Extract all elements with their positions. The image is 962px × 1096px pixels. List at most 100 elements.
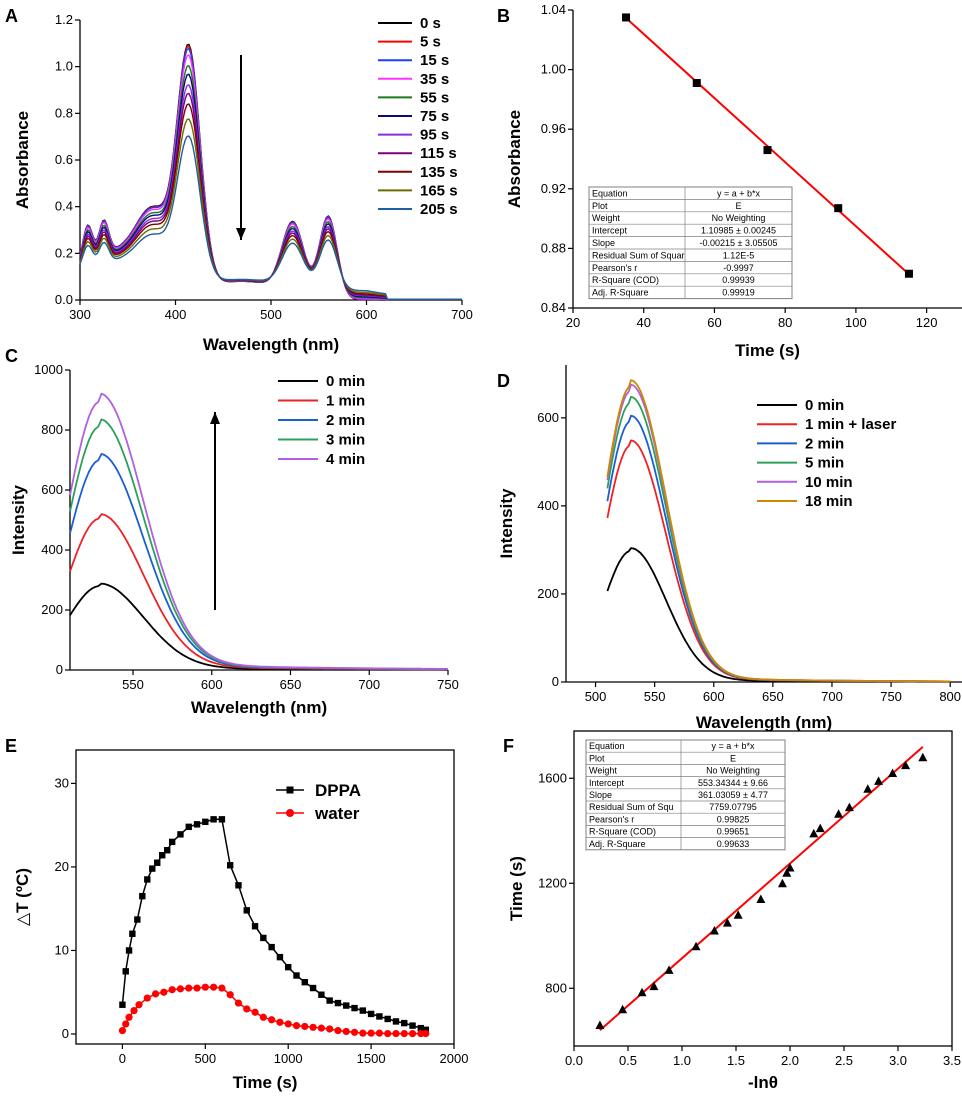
data-point: [268, 1016, 276, 1024]
x-tick-label: 700: [358, 677, 380, 692]
y-tick-label: 200: [537, 586, 559, 601]
legend-label: 165 s: [420, 182, 458, 199]
data-point: [210, 983, 218, 991]
y-tick-label: 1.04: [541, 2, 566, 17]
fit-table-value: 0.99651: [717, 827, 750, 837]
panel-a-absorbance-spectra: 300 400 500 600 700 0.0 0.2 0.4 0.6 0.8 1.0 1.2 Wave…: [13, 12, 473, 354]
legend-label: 2 min: [326, 412, 365, 429]
data-point: [722, 918, 732, 927]
fit-table-key: Weight: [592, 213, 620, 223]
data-point: [218, 984, 226, 992]
data-point: [782, 868, 792, 877]
panel-d-fluorescence-spectra-laser: 500 550 600 650 700 750 800 0 200 400 600 Wavelengt…: [497, 365, 962, 732]
data-point: [317, 1024, 325, 1032]
data-point: [276, 1018, 284, 1026]
fit-table: [585, 739, 786, 851]
fit-table-value: -0.9997: [723, 263, 754, 273]
data-point: [367, 1029, 375, 1037]
spectrum-line-115s: [79, 92, 462, 300]
fit-table-key: Equation: [589, 741, 625, 751]
legend-label: 18 min: [805, 493, 853, 510]
data-point: [134, 916, 141, 923]
panel-label-f: F: [503, 736, 514, 756]
data-point: [301, 1022, 309, 1031]
panel-f-time-vs-lntheta: 0.0 0.5 1.0 1.5 2.0 2.5 3.0 3.5 800 1200 1600 -lnθ T…: [507, 730, 961, 1092]
data-point: [422, 1026, 430, 1034]
x-tick-label: 2.0: [781, 1053, 799, 1068]
data-point: [342, 1027, 350, 1036]
x-axis-label: Wavelength (nm): [696, 713, 832, 732]
data-point: [119, 1001, 126, 1008]
fit-table-key: Intercept: [592, 226, 628, 236]
data-point: [785, 863, 795, 872]
y-tick-label: 30: [55, 775, 69, 790]
spectrum-line-35s: [79, 54, 462, 300]
data-point: [129, 930, 136, 937]
data-point: [375, 1029, 383, 1037]
data-point: [622, 13, 631, 22]
data-point: [151, 990, 160, 998]
data-point: [201, 983, 209, 991]
x-tick-label: 0.5: [619, 1053, 637, 1068]
x-tick-label: 1.0: [673, 1053, 691, 1068]
data-point: [422, 1029, 430, 1038]
data-point: [243, 1005, 251, 1013]
data-point: [226, 991, 234, 999]
fit-table-key: Pearson's r: [592, 263, 637, 273]
fit-table-key: Residual Sum of Squar: [592, 250, 685, 260]
fit-table-value: E: [735, 201, 741, 211]
y-tick-label: 10: [55, 942, 69, 957]
data-point: [122, 968, 129, 975]
spectrum-line-18min: [606, 379, 951, 683]
y-tick-label: 1600: [538, 770, 567, 785]
data-point: [334, 999, 342, 1007]
y-tick-label: 1.00: [541, 62, 566, 77]
x-tick-label: 700: [451, 307, 473, 322]
x-tick-label: 80: [778, 315, 792, 330]
fit-table: [588, 186, 793, 300]
legend-label: water: [314, 804, 360, 823]
fit-table-key: R-Square (COD): [592, 275, 659, 285]
x-tick-label: 40: [636, 315, 650, 330]
y-tick-label: 800: [41, 422, 63, 437]
fit-table-value: No Weighting: [712, 213, 766, 223]
x-tick-label: 500: [260, 307, 282, 322]
data-point: [326, 997, 333, 1004]
x-axis-label: Wavelength (nm): [191, 698, 327, 717]
spectrum-line-10min: [606, 383, 951, 683]
data-point: [130, 1006, 138, 1015]
fit-table-value: 7759.07795: [709, 802, 757, 812]
data-point: [218, 816, 226, 823]
x-tick-label: 600: [703, 689, 725, 704]
y-tick-label: 0: [62, 1026, 69, 1041]
data-point: [318, 991, 325, 998]
fit-table-value: 0.99919: [722, 288, 755, 298]
y-axis-label: Intensity: [497, 488, 516, 558]
x-tick-label: 1.5: [727, 1053, 745, 1068]
x-tick-label: 700: [821, 689, 843, 704]
fit-table-value: 1.10985 ± 0.00245: [701, 226, 776, 236]
x-tick-label: 120: [916, 315, 938, 330]
data-point: [901, 760, 911, 770]
legend-marker: [286, 786, 294, 794]
data-point: [125, 1013, 133, 1021]
spectrum-line-135s: [79, 103, 462, 300]
data-point: [888, 768, 898, 777]
fit-table-value: 553.34344 ± 9.66: [698, 778, 768, 788]
data-point: [309, 1023, 317, 1031]
data-point: [777, 878, 787, 888]
x-tick-label: 3.5: [943, 1053, 961, 1068]
legend-label: 0 min: [326, 373, 365, 390]
data-point: [834, 204, 843, 213]
data-point: [417, 1029, 425, 1038]
data-point: [918, 752, 928, 762]
data-point: [159, 852, 166, 859]
data-point: [367, 1010, 375, 1018]
y-tick-label: 1.2: [55, 12, 73, 27]
x-tick-label: 650: [280, 677, 302, 692]
fit-table-value: No Weighting: [706, 766, 760, 776]
fit-table-key: Adj. R-Square: [589, 839, 646, 849]
x-tick-label: 650: [762, 689, 784, 704]
spectrum-line-4min: [69, 392, 448, 670]
